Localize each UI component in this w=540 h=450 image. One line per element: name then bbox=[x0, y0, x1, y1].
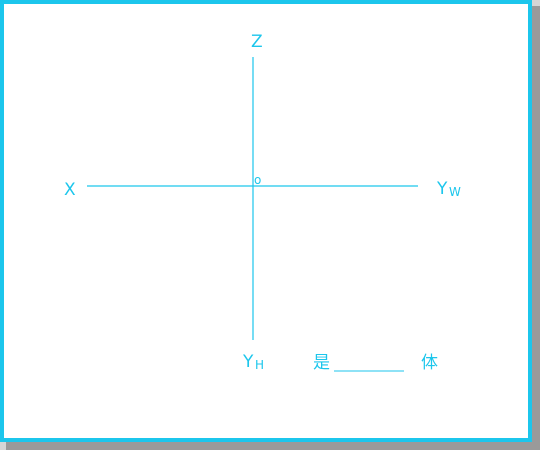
frame-shadow-right bbox=[532, 6, 540, 450]
z-axis-label: Z bbox=[251, 32, 263, 52]
x-axis-label: X bbox=[64, 180, 76, 200]
yh-axis-subscript: H bbox=[255, 358, 264, 372]
diagram-frame bbox=[0, 0, 532, 442]
question-prefix: 是 bbox=[313, 353, 330, 373]
question-suffix: 体 bbox=[421, 353, 438, 373]
yw-axis-subscript: W bbox=[449, 185, 461, 199]
yw-axis-label: Y bbox=[436, 179, 448, 199]
frame-shadow-bottom bbox=[6, 442, 540, 450]
origin-label: o bbox=[254, 173, 261, 187]
yh-axis-label: Y bbox=[242, 352, 254, 372]
